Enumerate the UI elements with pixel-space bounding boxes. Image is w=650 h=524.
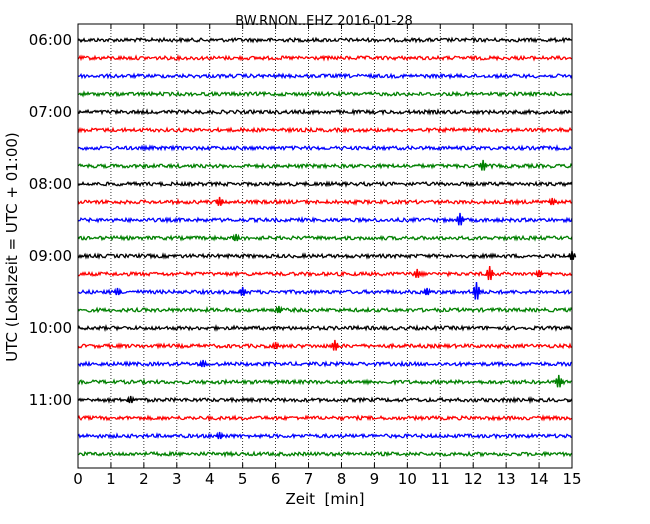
x-tick-label: 4	[205, 470, 215, 488]
seismic-event-spike	[215, 431, 224, 440]
x-tick-label: 10	[398, 470, 417, 488]
seismic-event-spike	[455, 212, 465, 226]
seismic-event-spike	[198, 359, 208, 368]
seismogram-trace	[77, 216, 573, 225]
seismogram-trace	[77, 288, 573, 296]
seismogram-trace	[77, 377, 573, 386]
seismic-event-spike	[472, 281, 481, 300]
seismogram-trace	[77, 126, 573, 134]
x-tick-label: 15	[562, 470, 581, 488]
seismic-event-spike	[113, 287, 122, 296]
seismogram-trace	[77, 342, 573, 350]
seismogram-trace	[77, 323, 573, 332]
seismic-event-spike	[126, 395, 135, 404]
seismogram-trace	[77, 270, 573, 278]
seismogram-trace	[77, 180, 573, 188]
seismogram-trace	[77, 162, 573, 170]
x-tick-label: 13	[497, 470, 516, 488]
seismogram-traces	[77, 36, 577, 458]
seismic-event-spike	[238, 286, 247, 296]
seismic-event-spike	[231, 233, 241, 242]
seismogram-trace	[77, 306, 573, 314]
plot-frame	[77, 23, 573, 469]
y-tick-label: 07:00	[29, 103, 72, 121]
x-tick-label: 0	[73, 470, 83, 488]
y-tick-label: 10:00	[29, 319, 72, 337]
y-tick-label: 09:00	[29, 247, 72, 265]
seismogram-trace	[77, 108, 573, 116]
y-tick-label: 06:00	[29, 31, 72, 49]
chart-title: BW.RNON..EHZ 2016-01-28	[235, 14, 413, 29]
seismic-event-spike	[534, 269, 544, 278]
seismogram-trace	[77, 252, 573, 260]
x-tick-label: 5	[238, 470, 248, 488]
seismic-event-spike	[271, 341, 280, 350]
seismogram-trace	[77, 414, 573, 422]
seismic-event-spike	[478, 159, 488, 171]
seismogram-trace	[77, 198, 573, 206]
x-tick-label: 7	[304, 470, 314, 488]
x-tick-label: 6	[271, 470, 281, 488]
seismogram-trace	[77, 144, 573, 152]
y-tick-label: 08:00	[29, 175, 72, 193]
seismic-event-spike	[274, 305, 284, 314]
seismic-event-spike	[485, 265, 494, 281]
seismogram-trace	[77, 90, 573, 98]
seismogram-trace	[77, 450, 573, 458]
seismic-event-spike	[330, 339, 340, 351]
seismic-event-spike	[554, 374, 564, 388]
x-tick-label: 9	[370, 470, 380, 488]
seismic-event-spike	[547, 197, 557, 206]
x-tick-label: 2	[139, 470, 149, 488]
x-tick-label: 11	[431, 470, 450, 488]
seismic-event-spike	[422, 287, 432, 296]
x-tick-label: 14	[530, 470, 549, 488]
seismogram-trace	[77, 53, 573, 62]
x-tick-label: 8	[337, 470, 347, 488]
seismic-event-spike	[215, 196, 224, 206]
x-axis-ticks: 0 1 2 3 4 5 6 7 8 9 10 11 12 13 14 15	[73, 24, 582, 488]
x-tick-label: 3	[172, 470, 182, 488]
y-tick-label: 11:00	[29, 391, 72, 409]
seismogram-trace	[77, 234, 573, 242]
seismic-event-spike	[412, 268, 422, 278]
x-axis-label: Zeit [min]	[285, 490, 364, 508]
x-grid	[110, 24, 540, 468]
seismogram-trace	[77, 36, 573, 44]
x-tick-label: 1	[106, 470, 116, 488]
seismogram-trace	[77, 396, 573, 405]
x-tick-label: 12	[464, 470, 483, 488]
y-axis-ticks: 06:00 07:00 08:00 09:00 10:00 11:00	[29, 31, 572, 409]
seismogram-trace	[77, 432, 573, 440]
seismogram-trace	[77, 360, 573, 368]
seismogram-trace	[77, 72, 573, 80]
y-axis-label: UTC (Lokalzeit = UTC + 01:00)	[3, 132, 21, 362]
